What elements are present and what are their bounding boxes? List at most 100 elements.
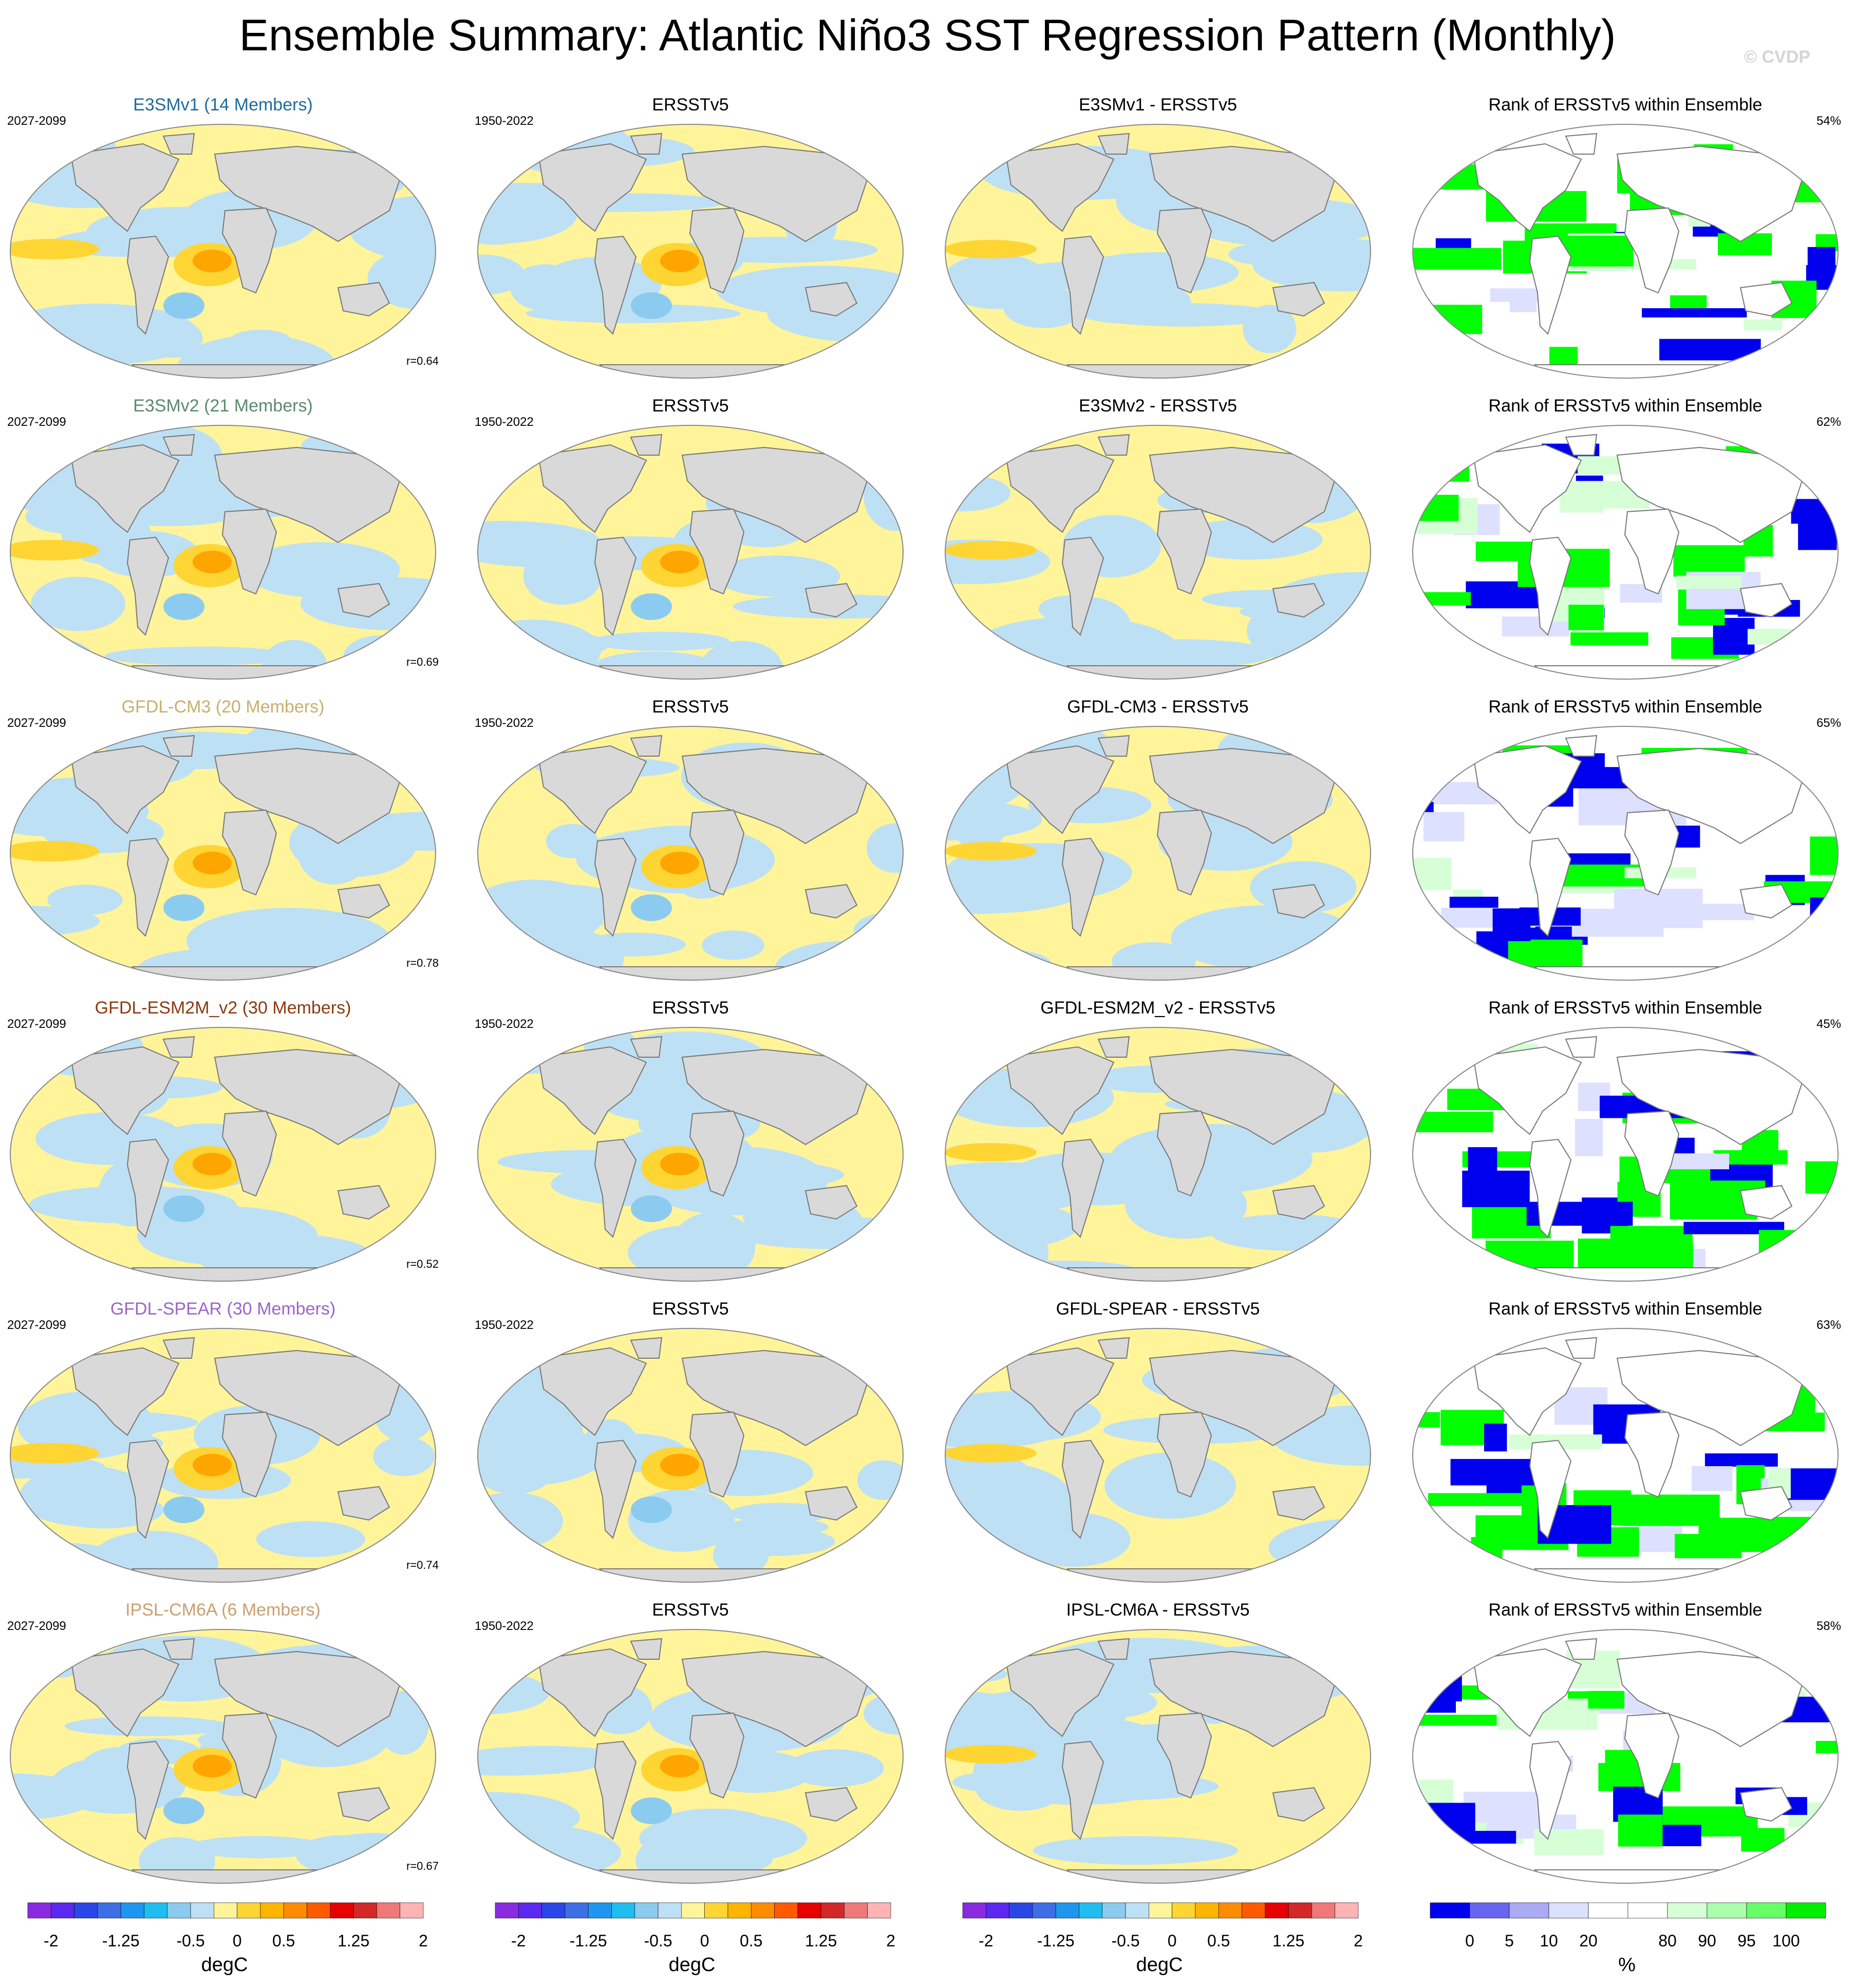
- rank-cell-patch: [1428, 1493, 1532, 1506]
- negative-anomaly-patch: [478, 1439, 556, 1494]
- colorbar-swatch: [1430, 1902, 1470, 1919]
- panel-obs-row3: ERSSTv5 1950-2022: [470, 696, 911, 993]
- period-label: 2027-2099: [7, 1619, 66, 1633]
- colorbar-1: -2 -1.25 -0.5 0 0.5 1.25 2 degC: [27, 1901, 469, 1988]
- south-atlantic-cool-patch: [631, 292, 672, 319]
- continent-5: [630, 1337, 663, 1359]
- world-map-diff: [945, 726, 1371, 981]
- rank-cell-patch: [1413, 248, 1502, 270]
- colorbar-tick-label: 10: [1540, 1931, 1558, 1950]
- rank-cell-patch: [1747, 629, 1828, 645]
- continent-3: [689, 1411, 745, 1498]
- map-field: [945, 1328, 1371, 1582]
- continent-1: [126, 1439, 170, 1539]
- copyright-label: © CVDP: [1744, 47, 1810, 67]
- continent-4: [1272, 1185, 1325, 1220]
- continent-3: [689, 809, 745, 896]
- panel-title: ERSSTv5: [652, 998, 729, 1018]
- continent-3: [689, 1110, 745, 1197]
- colorbar-swatch: [1172, 1902, 1196, 1919]
- colorbar-tick-label: -1.25: [102, 1931, 140, 1950]
- continent-3: [1624, 1411, 1680, 1498]
- panel-title: Rank of ERSSTv5 within Ensemble: [1488, 396, 1763, 416]
- rank-percent-label: 65%: [1816, 716, 1841, 730]
- rank-cell-patch: [1560, 488, 1603, 513]
- continent-5: [1565, 434, 1598, 456]
- rank-cell-patch: [1435, 238, 1471, 248]
- map-outline: [1412, 1027, 1839, 1282]
- panel-title: ERSSTv5: [652, 95, 729, 115]
- panel-title: E3SMv2 - ERSSTv5: [1079, 396, 1237, 416]
- rank-cell-patch: [1463, 1791, 1540, 1823]
- rank-cell-patch: [1413, 1803, 1475, 1833]
- panel-model-row2: E3SMv2 (21 Members) 2027-2099 r=0.69: [2, 395, 444, 692]
- continent-3: [221, 809, 277, 896]
- rank-cell-patch: [1419, 1779, 1453, 1803]
- world-map-model: [10, 1328, 436, 1583]
- continent-5: [162, 1337, 195, 1359]
- negative-anomaly-patch: [256, 1521, 365, 1558]
- map-outline: [945, 726, 1371, 981]
- world-map-rank: [1412, 726, 1839, 981]
- colorbar-swatch: [27, 1902, 51, 1919]
- continent-4: [804, 1787, 858, 1822]
- continent-5: [162, 735, 195, 757]
- continent-1: [126, 235, 170, 335]
- negative-anomaly-patch: [742, 1183, 825, 1244]
- world-map-obs: [477, 124, 904, 379]
- colorbar-swatch: [1009, 1902, 1033, 1919]
- rank-cell-patch: [1413, 1412, 1440, 1428]
- negative-anomaly-patch: [867, 823, 903, 873]
- negative-anomaly-patch: [1210, 1214, 1368, 1251]
- continent-4: [804, 583, 858, 618]
- colorbar-swatch: [50, 1902, 74, 1919]
- period-label: 1950-2022: [475, 1619, 534, 1633]
- rank-cell-patch: [1575, 1119, 1603, 1156]
- colorbar-swatch: [190, 1902, 214, 1919]
- colorbar-tick-label: 95: [1737, 1931, 1756, 1950]
- panel-diff-row2: E3SMv2 - ERSSTv5: [937, 395, 1379, 692]
- colorbar-swatch: [985, 1902, 1009, 1919]
- rank-cell-patch: [1676, 575, 1742, 589]
- colorbar-swatch: [167, 1902, 191, 1919]
- panel-diff-row4: GFDL-ESM2M_v2 - ERSSTv5: [937, 997, 1379, 1295]
- colorbar-tick-label: 2: [1354, 1931, 1363, 1950]
- panel-title: GFDL-ESM2M_v2 - ERSSTv5: [1040, 998, 1276, 1018]
- panel-title: GFDL-CM3 - ERSSTv5: [1067, 697, 1249, 717]
- map-field: [478, 1629, 903, 1883]
- colorbar-swatch: [704, 1902, 728, 1919]
- continent-1: [594, 837, 637, 937]
- continent-1: [1061, 837, 1104, 937]
- negative-anomaly-patch: [10, 1254, 79, 1281]
- atlantic-nino-core: [193, 1153, 232, 1175]
- continent-0: [1005, 745, 1115, 834]
- continent-4: [804, 1185, 858, 1220]
- panel-model-row6: IPSL-CM6A (6 Members) 2027-2099 r=0.67: [2, 1599, 444, 1897]
- colorbar-swatch: [1509, 1902, 1549, 1919]
- south-atlantic-cool-patch: [631, 593, 672, 620]
- panel-title: IPSL-CM6A - ERSSTv5: [1066, 1600, 1250, 1620]
- rank-cell-patch: [1413, 1714, 1497, 1726]
- negative-anomaly-patch: [31, 576, 125, 631]
- negative-anomaly-patch: [373, 1436, 435, 1476]
- colorbar-swatch: [774, 1902, 798, 1919]
- colorbar-unit-label: %: [1618, 1954, 1636, 1976]
- colorbar-tick-label: -1.25: [1037, 1931, 1075, 1950]
- negative-anomaly-patch: [497, 1150, 689, 1174]
- negative-anomaly-patch: [702, 930, 764, 960]
- map-field: [478, 726, 903, 980]
- continent-4: [1739, 1787, 1793, 1822]
- panel-title: Rank of ERSSTv5 within Ensemble: [1488, 1600, 1763, 1620]
- continent-1: [594, 1439, 637, 1539]
- continent-4: [1739, 583, 1793, 618]
- world-map-model: [10, 726, 436, 981]
- map-field: [945, 425, 1371, 679]
- continent-0: [1005, 1648, 1115, 1737]
- rank-cell-patch: [1413, 305, 1483, 334]
- map-outline: [477, 1629, 904, 1884]
- colorbar-swatch: [797, 1902, 821, 1919]
- world-map-rank: [1412, 124, 1839, 379]
- rank-cell-patch: [1760, 1516, 1838, 1551]
- map-outline: [1412, 726, 1839, 981]
- continent-3: [221, 508, 277, 595]
